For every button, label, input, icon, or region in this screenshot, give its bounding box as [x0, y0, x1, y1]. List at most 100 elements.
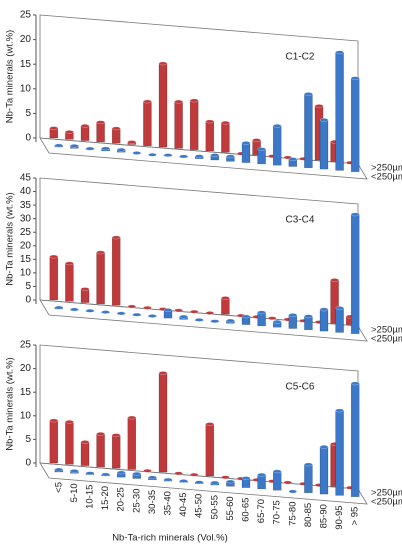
bar — [335, 52, 344, 171]
bar-top — [65, 261, 74, 266]
bar — [174, 101, 183, 149]
bar-top — [350, 76, 360, 81]
bar-top — [205, 422, 215, 426]
bar-top — [127, 140, 137, 144]
bar-top — [226, 318, 235, 323]
x-tick-label: 20-25 — [116, 487, 127, 511]
bar — [241, 142, 251, 163]
bar-top — [70, 307, 79, 312]
bar-top — [194, 480, 204, 485]
bar-top — [257, 310, 266, 315]
y-tick-label: 10 — [20, 410, 32, 421]
x-tick-label: 80-85 — [303, 503, 314, 527]
bar-top — [210, 319, 220, 324]
y-tick-label: 0 — [25, 458, 31, 469]
bar — [257, 312, 266, 327]
bar — [319, 309, 329, 332]
bar-top — [241, 476, 251, 481]
bar — [143, 101, 152, 147]
bar-top — [174, 308, 183, 313]
y-axis-title: Nb-Ta minerals (wt.%) — [5, 30, 16, 123]
y-tick-label: 10 — [20, 83, 32, 94]
bar-top — [272, 319, 282, 324]
bar-top — [148, 314, 157, 318]
bar-top — [158, 61, 168, 66]
x-tick-label: 60-65 — [241, 498, 252, 522]
bar-top — [189, 309, 199, 314]
bar — [335, 410, 344, 496]
bar — [158, 372, 168, 473]
bar-top — [335, 306, 344, 310]
bar-top — [70, 469, 79, 473]
bar-top — [179, 154, 188, 159]
bar-top — [267, 316, 277, 321]
bar — [304, 315, 313, 331]
legend-label: <250µm — [371, 497, 402, 508]
bar-top — [350, 212, 360, 217]
x-tick-label: 50-55 — [209, 495, 220, 519]
bar-top — [148, 475, 157, 480]
bar-top — [189, 472, 199, 477]
bar — [257, 148, 266, 165]
x-tick-label: 30-35 — [147, 490, 158, 514]
bar-top — [111, 433, 121, 438]
bar-top — [304, 92, 313, 96]
bar-top — [101, 310, 110, 314]
bar-top — [116, 311, 126, 316]
bar-top — [101, 472, 110, 477]
bar-top — [288, 157, 298, 161]
y-tick-label: 5 — [25, 108, 31, 119]
bar-top — [163, 308, 173, 312]
bar-top — [80, 123, 90, 128]
bar-top — [158, 371, 168, 375]
bar-top — [221, 475, 230, 480]
bar-top — [288, 313, 298, 317]
x-tick-label: 45-50 — [194, 494, 205, 518]
bar-top — [174, 99, 183, 104]
y-tick-label: 25 — [20, 227, 32, 238]
y-tick-label: 20 — [20, 34, 32, 45]
bar-top — [54, 143, 64, 148]
bar — [335, 307, 344, 333]
x-tick-label: 55-60 — [225, 496, 236, 520]
bar-top — [288, 489, 298, 494]
x-tick-label: 65-70 — [256, 499, 267, 523]
panel-label: C1-C2 — [286, 52, 315, 63]
legend-label: >250µm — [371, 163, 402, 174]
bar — [65, 421, 74, 465]
bar-top — [241, 314, 251, 319]
y-axis-title: Nb-Ta minerals (wt.%) — [5, 192, 16, 285]
bar — [350, 214, 360, 334]
bar-top — [319, 307, 329, 312]
y-tick-label: 25 — [20, 340, 32, 351]
bar-top — [350, 381, 360, 386]
bar-top — [70, 143, 79, 148]
x-tick-label: 70-75 — [272, 500, 283, 524]
bar-top — [335, 50, 344, 55]
bar-top — [49, 254, 59, 259]
bar-top — [96, 250, 105, 255]
bar-top — [283, 480, 293, 485]
bar-top — [163, 477, 173, 482]
legend-label: >250µm — [371, 488, 402, 499]
bar-top — [65, 419, 74, 424]
bar-top — [252, 138, 261, 142]
bar-top — [210, 480, 220, 485]
bar — [319, 119, 329, 170]
bar — [221, 122, 230, 153]
y-tick-label: 5 — [25, 281, 31, 292]
bar — [49, 420, 59, 464]
bar-top — [54, 305, 64, 310]
bar — [205, 121, 215, 152]
x-tick-label: 25-30 — [131, 489, 142, 513]
bar-top — [80, 440, 90, 444]
bar-top — [179, 314, 188, 319]
bar-top — [272, 123, 282, 128]
panel-label: C5-C6 — [286, 382, 315, 393]
bar-top — [174, 471, 183, 476]
bar-top — [143, 305, 152, 310]
bar-top — [132, 471, 142, 476]
bar-top — [127, 304, 137, 309]
x-tick-label: 85-90 — [319, 504, 330, 528]
bar — [257, 474, 266, 490]
